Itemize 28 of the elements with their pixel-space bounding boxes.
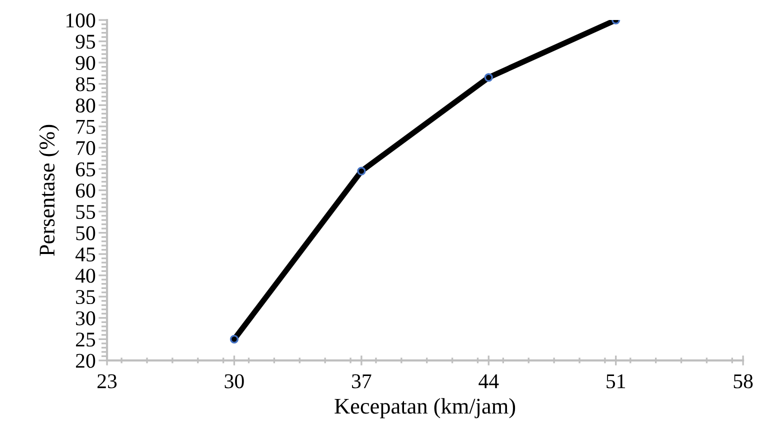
y-tick-label: 85 [76, 77, 96, 92]
point [230, 334, 239, 344]
y-tick-label: 65 [76, 162, 96, 176]
y-tick-label: 90 [76, 56, 96, 70]
y-tick-label: 45 [75, 248, 96, 262]
x-tick-label: 44 [478, 374, 499, 388]
point [484, 73, 493, 82]
x-tick-label: 51 [606, 374, 626, 388]
y-tick-label: 40 [75, 268, 96, 283]
y-tick-label: 60 [76, 184, 96, 198]
y-tick-label: 70 [76, 141, 96, 156]
y-tick-label: 80 [76, 98, 96, 113]
x-axis-title: Kecepatan (km/jam) [334, 398, 516, 418]
y-tick-label: 25 [76, 332, 96, 347]
x-tick-label: 23 [98, 374, 117, 388]
point [357, 166, 366, 176]
y-tick-label: 100 [66, 13, 96, 28]
y-tick-label: 50 [76, 226, 96, 240]
y-tick-label: 35 [76, 290, 96, 304]
y-tick-label: 55 [76, 205, 96, 219]
x-tick-label: 30 [224, 374, 244, 388]
y-tick-label: 75 [76, 120, 96, 134]
y-tick-label: 20 [76, 354, 96, 368]
x-tick-label: 58 [734, 374, 753, 388]
x-tick-label: 37 [352, 374, 372, 388]
y-tick-label: 95 [76, 34, 96, 49]
y-tick-label: 30 [76, 311, 96, 326]
y-axis-title: Persentase (%) [38, 124, 60, 256]
